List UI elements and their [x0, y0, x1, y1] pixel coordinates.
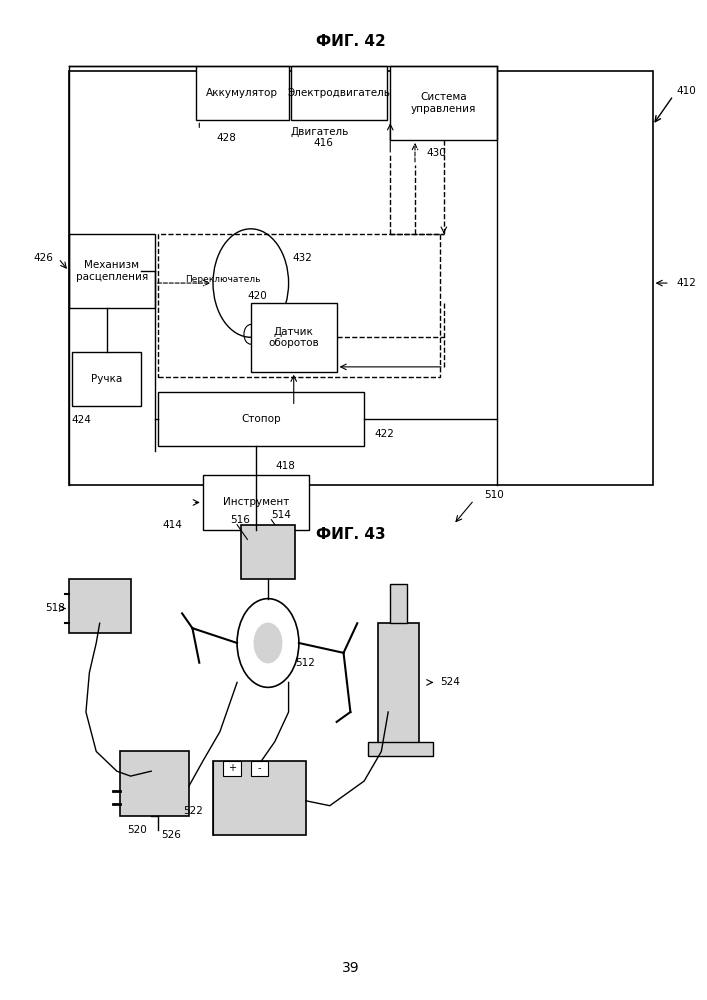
Text: 432: 432	[292, 253, 312, 263]
Text: Электродвигатель: Электродвигатель	[287, 88, 390, 98]
FancyBboxPatch shape	[378, 623, 419, 751]
Text: 422: 422	[375, 429, 395, 439]
Text: 518: 518	[45, 603, 65, 613]
Text: Ручка: Ручка	[91, 374, 122, 384]
Text: 418: 418	[275, 461, 295, 471]
Text: Система
управления: Система управления	[411, 92, 477, 114]
Text: 420: 420	[247, 291, 267, 301]
FancyBboxPatch shape	[196, 66, 288, 120]
Text: 410: 410	[677, 86, 696, 96]
Text: +: +	[228, 763, 236, 773]
FancyBboxPatch shape	[158, 392, 364, 446]
Text: Аккумулятор: Аккумулятор	[206, 88, 279, 98]
Text: Переключатель: Переключатель	[185, 275, 261, 284]
Text: 512: 512	[296, 658, 315, 668]
FancyBboxPatch shape	[368, 742, 433, 756]
Text: -: -	[257, 763, 261, 773]
Text: 520: 520	[127, 825, 147, 835]
FancyBboxPatch shape	[223, 761, 240, 776]
FancyBboxPatch shape	[251, 761, 268, 776]
Circle shape	[255, 623, 281, 663]
FancyBboxPatch shape	[69, 234, 155, 308]
Text: 524: 524	[440, 677, 460, 687]
Text: 522: 522	[183, 806, 203, 816]
Text: Механизм
расцепления: Механизм расцепления	[76, 260, 148, 282]
FancyBboxPatch shape	[72, 352, 141, 406]
Text: Стопор: Стопор	[241, 414, 281, 424]
Text: ФИГ. 43: ФИГ. 43	[315, 527, 385, 542]
FancyBboxPatch shape	[203, 475, 309, 530]
Text: 426: 426	[34, 253, 54, 263]
Text: 430: 430	[426, 148, 446, 158]
Text: 424: 424	[71, 415, 91, 425]
Text: 416: 416	[313, 138, 333, 148]
FancyBboxPatch shape	[390, 66, 497, 140]
Text: 516: 516	[230, 515, 250, 525]
Text: 514: 514	[271, 510, 291, 520]
Text: 412: 412	[677, 278, 696, 288]
Text: ФИГ. 42: ФИГ. 42	[315, 34, 385, 49]
Text: Двигатель: Двигатель	[291, 127, 349, 137]
Text: Инструмент: Инструмент	[223, 497, 289, 507]
Text: Датчик
оборотов: Датчик оборотов	[269, 326, 319, 348]
Text: 428: 428	[217, 133, 237, 143]
FancyBboxPatch shape	[390, 584, 407, 623]
FancyBboxPatch shape	[69, 579, 131, 633]
FancyBboxPatch shape	[120, 751, 189, 816]
FancyBboxPatch shape	[213, 761, 305, 835]
FancyBboxPatch shape	[291, 66, 387, 120]
Text: 510: 510	[484, 490, 504, 500]
FancyBboxPatch shape	[240, 525, 296, 579]
Text: 526: 526	[161, 830, 182, 840]
Text: 39: 39	[341, 961, 359, 975]
Text: 414: 414	[162, 520, 182, 530]
FancyBboxPatch shape	[251, 303, 337, 372]
